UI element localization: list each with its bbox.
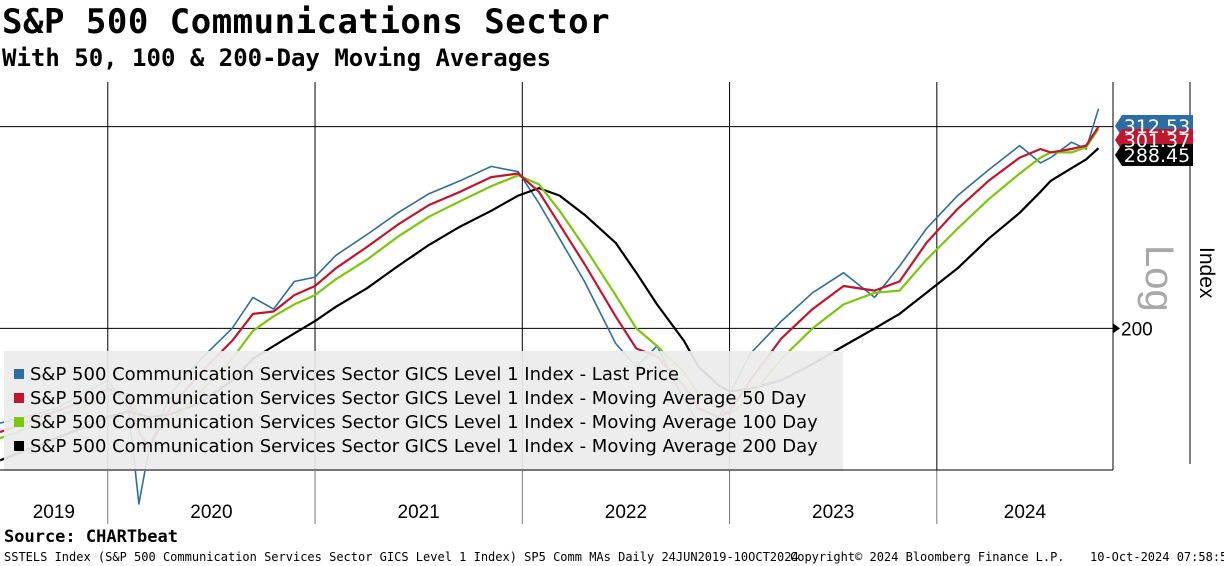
- x-tick-label-2021: 2021: [398, 502, 440, 523]
- legend-label-2: S&P 500 Communication Services Sector GI…: [30, 412, 818, 433]
- x-tick-label-2024: 2024: [1004, 502, 1047, 523]
- source-note: Source: CHARTbeat: [4, 527, 178, 547]
- legend-swatch-0: [14, 369, 24, 379]
- legend-swatch-1: [14, 393, 24, 403]
- end-label-2: 288.45: [1124, 145, 1190, 167]
- footer-timestamp: 10-Oct-2024 07:58:56: [1090, 550, 1224, 564]
- x-tick-label-2019: 2019: [33, 502, 75, 523]
- legend-label-1: S&P 500 Communication Services Sector GI…: [30, 388, 807, 409]
- x-tick-label-2020: 2020: [190, 502, 232, 523]
- end-label-1: 301.37: [1124, 130, 1190, 152]
- end-label-box-2: [1115, 144, 1193, 166]
- legend: S&P 500 Communication Services Sector GI…: [4, 351, 843, 471]
- footer-copyright: Copyright© 2024 Bloomberg Finance L.P.: [790, 550, 1065, 564]
- x-tick-label-2023: 2023: [812, 502, 854, 523]
- x-tick-label-2022: 2022: [605, 502, 647, 523]
- legend-label-3: S&P 500 Communication Services Sector GI…: [30, 436, 818, 457]
- legend-label-0: S&P 500 Communication Services Sector GI…: [30, 364, 679, 385]
- chart-subtitle: With 50, 100 & 200-Day Moving Averages: [2, 44, 552, 72]
- y-tick-marker: [1113, 323, 1120, 334]
- end-label-0: 312.53: [1124, 116, 1190, 138]
- chart-title: S&P 500 Communications Sector: [2, 2, 611, 42]
- legend-swatch-3: [14, 441, 24, 451]
- y-tick-label: 200: [1121, 319, 1153, 340]
- axes: 2019 2020 2021 2022 2023 2024 200 Index Log: [0, 82, 1218, 523]
- legend-box: [4, 351, 843, 471]
- y-axis-title: Index: [1195, 247, 1218, 299]
- scale-label: Log: [1137, 245, 1181, 312]
- footer-description: SSTELS Index (S&P 500 Communication Serv…: [4, 550, 799, 564]
- legend-swatch-2: [14, 417, 24, 427]
